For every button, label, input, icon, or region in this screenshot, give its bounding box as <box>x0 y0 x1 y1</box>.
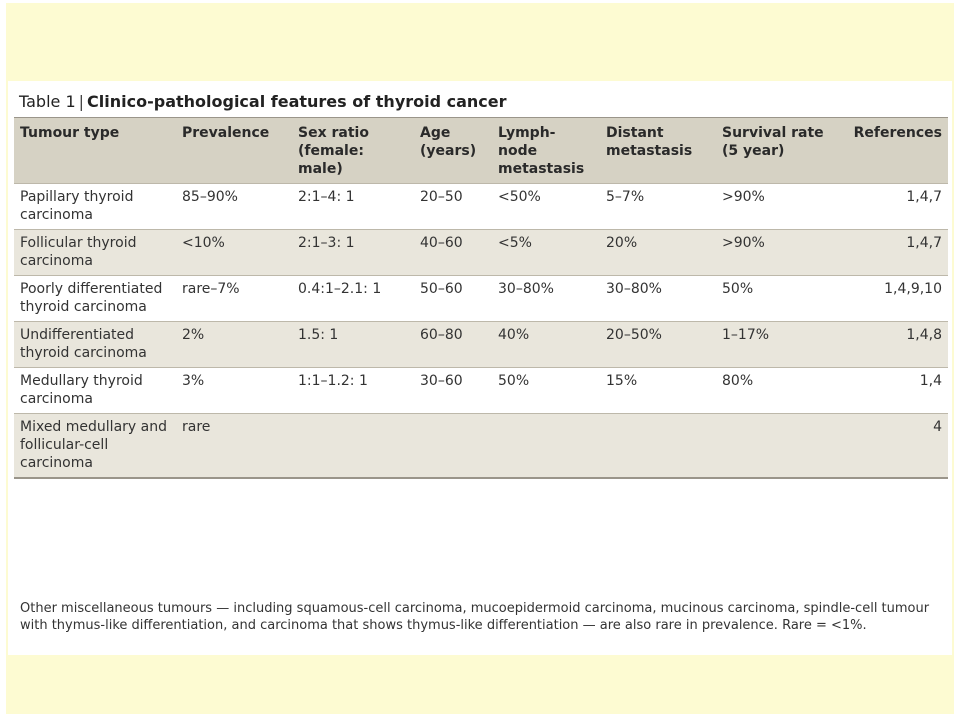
header-lymph-node-metastasis: Lymph-node metastasis <box>498 125 585 177</box>
table-row: Papillary thyroid carcinoma 85–90% 2:1–4… <box>14 183 948 230</box>
table-title: Clinico-pathological features of thyroid… <box>87 92 507 111</box>
cell-distant: 20–50% <box>606 327 662 343</box>
top-rule <box>14 117 948 118</box>
cell-references: 1,4,9,10 <box>884 281 942 297</box>
caption-separator: | <box>78 92 85 111</box>
data-table: Tumour type Prevalence Sex ratio (female… <box>14 118 948 479</box>
cell-survival: 1–17% <box>722 327 770 343</box>
cell-sex-ratio: 2:1–3: 1 <box>298 235 355 251</box>
cell-survival: >90% <box>722 189 765 205</box>
header-row: Tumour type Prevalence Sex ratio (female… <box>14 118 948 184</box>
cell-references: 1,4 <box>919 373 942 389</box>
cell-survival <box>716 414 844 479</box>
cell-sex-ratio: 1.5: 1 <box>298 327 339 343</box>
cell-tumour-type: Undifferentiated thyroid carcinoma <box>20 327 147 361</box>
cell-references: 1,4,7 <box>906 235 942 251</box>
header-prevalence: Prevalence <box>182 125 270 141</box>
table-row: Follicular thyroid carcinoma <10% 2:1–3:… <box>14 229 948 276</box>
cell-distant <box>600 414 716 479</box>
cell-survival: 80% <box>722 373 754 389</box>
header-tumour-type: Tumour type <box>20 125 120 141</box>
cell-references: 1,4,7 <box>906 189 942 205</box>
cell-sex-ratio: 0.4:1–2.1: 1 <box>298 281 382 297</box>
cell-age: 30–60 <box>420 373 463 389</box>
cell-age: 50–60 <box>420 281 463 297</box>
cell-lymph-node: <50% <box>498 189 541 205</box>
cell-tumour-type: Medullary thyroid carcinoma <box>20 373 143 407</box>
table-caption: Table 1 | Clinico-pathological features of… <box>19 92 507 111</box>
cell-prevalence: 3% <box>182 373 205 389</box>
cell-age <box>414 414 492 479</box>
table-row: Mixed medullary and follicular-cell carc… <box>14 413 948 479</box>
cell-tumour-type: Follicular thyroid carcinoma <box>20 235 137 269</box>
cell-tumour-type: Papillary thyroid carcinoma <box>20 189 134 223</box>
cell-distant: 5–7% <box>606 189 645 205</box>
cell-lymph-node: 50% <box>498 373 530 389</box>
cell-references: 1,4,8 <box>906 327 942 343</box>
cell-survival: >90% <box>722 235 765 251</box>
cell-sex-ratio <box>292 414 414 479</box>
cell-distant: 30–80% <box>606 281 662 297</box>
table-row: Poorly differentiated thyroid carcinoma … <box>14 275 948 322</box>
table-row: Medullary thyroid carcinoma 3% 1:1–1.2: … <box>14 367 948 414</box>
table-footnote: Other miscellaneous tumours — including … <box>20 601 930 633</box>
cell-prevalence: rare <box>182 419 211 435</box>
cell-tumour-type: Poorly differentiated thyroid carcinoma <box>20 281 163 315</box>
header-sex-ratio: Sex ratio (female: male) <box>298 125 369 177</box>
cell-prevalence: 85–90% <box>182 189 238 205</box>
cell-prevalence: rare–7% <box>182 281 240 297</box>
cell-sex-ratio: 1:1–1.2: 1 <box>298 373 368 389</box>
cell-tumour-type: Mixed medullary and follicular-cell carc… <box>20 419 167 471</box>
table-label: Table 1 <box>19 92 76 111</box>
cell-survival: 50% <box>722 281 754 297</box>
table-figure: Table 1 | Clinico-pathological features of… <box>8 81 952 655</box>
cell-lymph-node: 30–80% <box>498 281 554 297</box>
header-distant-metastasis: Distant metastasis <box>606 125 693 159</box>
slide-background: Table 1 | Clinico-pathological features of… <box>6 3 954 714</box>
cell-prevalence: 2% <box>182 327 205 343</box>
cell-lymph-node <box>492 414 600 479</box>
cell-age: 60–80 <box>420 327 463 343</box>
header-references: References <box>853 125 942 141</box>
cell-age: 40–60 <box>420 235 463 251</box>
cell-age: 20–50 <box>420 189 463 205</box>
cell-references: 4 <box>933 419 942 435</box>
cell-distant: 20% <box>606 235 638 251</box>
header-age: Age (years) <box>420 125 477 159</box>
cell-sex-ratio: 2:1–4: 1 <box>298 189 355 205</box>
cell-lymph-node: 40% <box>498 327 530 343</box>
header-survival-rate: Survival rate (5 year) <box>722 125 824 159</box>
cell-lymph-node: <5% <box>498 235 532 251</box>
cell-prevalence: <10% <box>182 235 225 251</box>
cell-distant: 15% <box>606 373 638 389</box>
table-row: Undifferentiated thyroid carcinoma 2% 1.… <box>14 321 948 368</box>
